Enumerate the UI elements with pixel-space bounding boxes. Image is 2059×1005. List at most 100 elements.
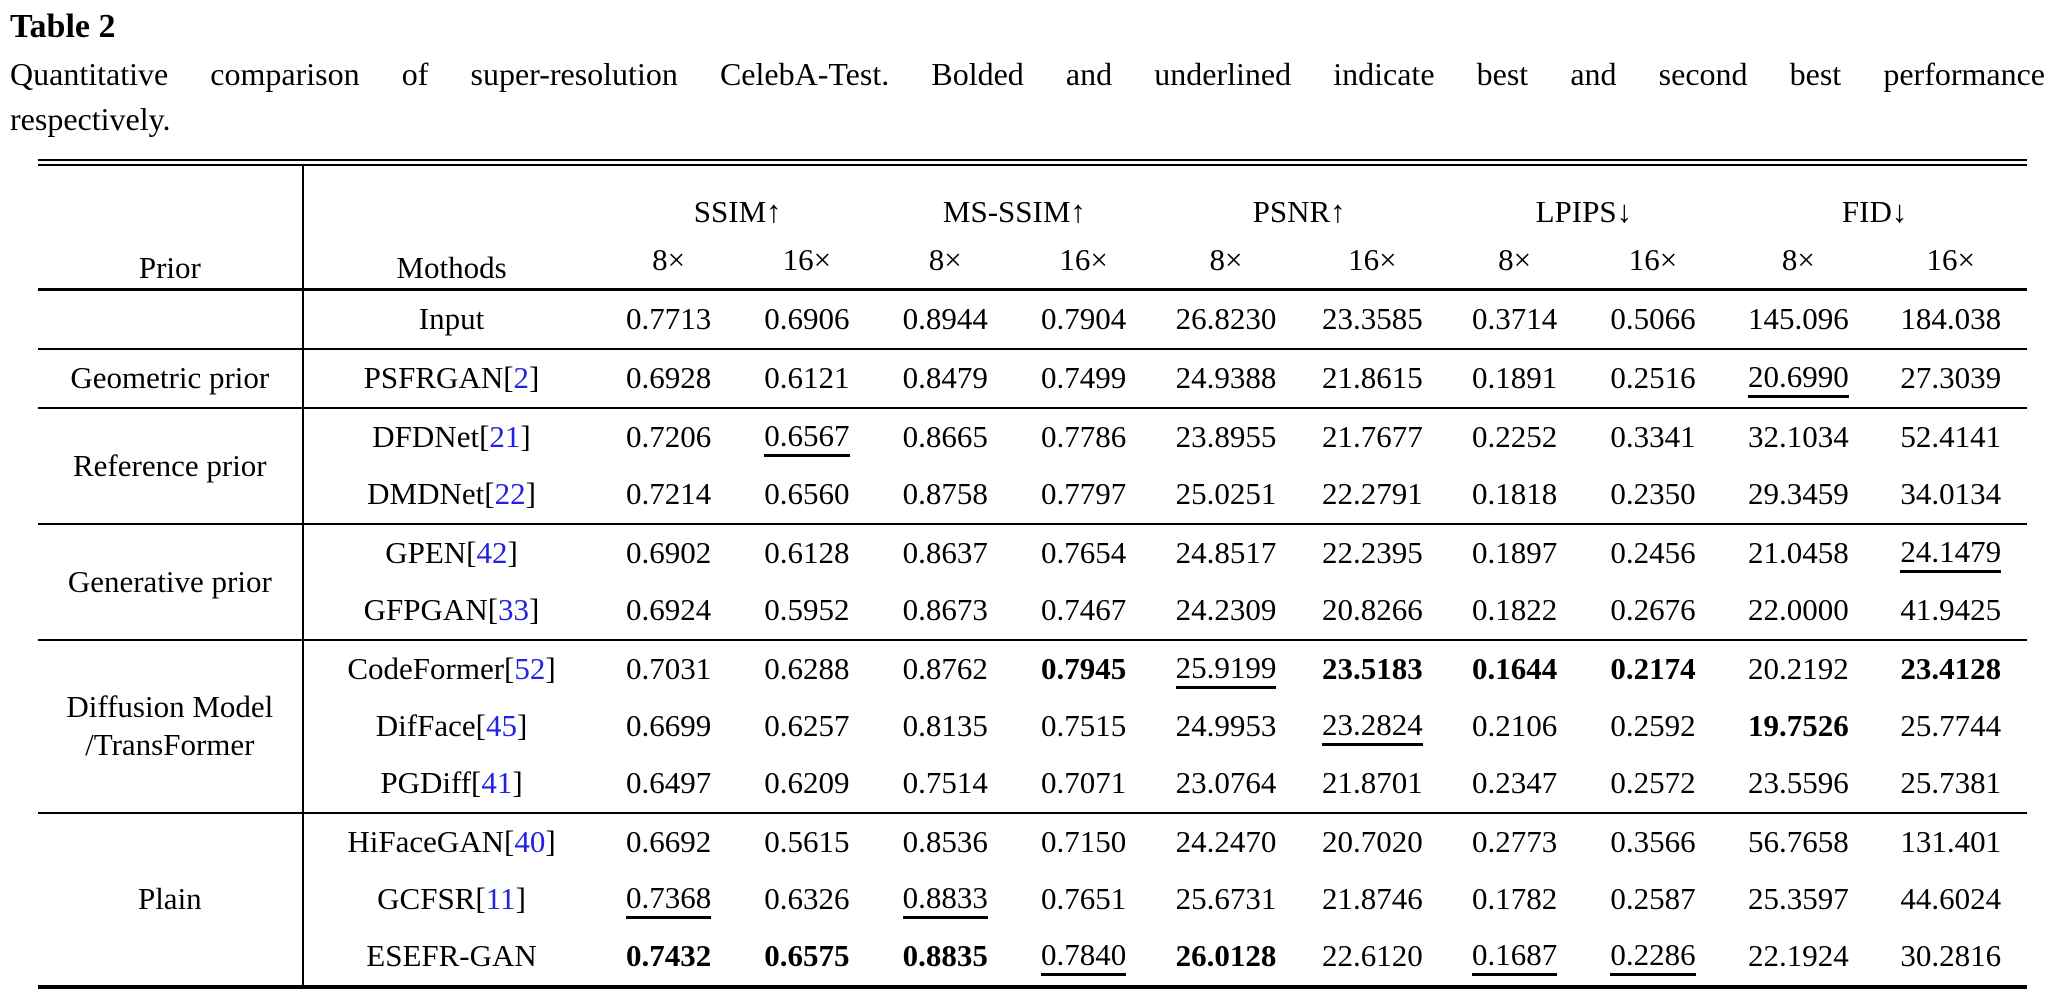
value-cell: 22.2395 bbox=[1299, 522, 1446, 582]
value-cell: 0.6560 bbox=[764, 476, 850, 512]
value-cell: 0.1822 bbox=[1472, 592, 1558, 628]
method-cell: PSFRGAN[2] bbox=[302, 347, 600, 408]
citation-link[interactable]: 40 bbox=[514, 824, 546, 860]
value-cell: 0.2572 bbox=[1610, 765, 1696, 801]
value-cell: 0.8835 bbox=[902, 938, 988, 974]
prior-cell: Diffusion Model /TransFormer bbox=[38, 638, 304, 813]
table-row: Input 0.7713 0.6906 0.8944 0.7904 26.8230 23.3… bbox=[38, 289, 2027, 349]
prior-cell bbox=[38, 289, 304, 349]
value-cell: 0.7651 bbox=[1040, 881, 1127, 917]
value-cell: 25.7744 bbox=[1900, 708, 2002, 744]
value-cell: 0.6326 bbox=[764, 881, 850, 917]
method-cell: DMDNet[22] bbox=[367, 476, 536, 512]
citation-link[interactable]: 2 bbox=[513, 360, 530, 396]
citation-link[interactable]: 22 bbox=[494, 476, 526, 512]
value-cell: 21.8746 bbox=[1321, 881, 1423, 917]
value-cell: 0.8536 bbox=[876, 811, 1015, 871]
method-name: GFPGAN bbox=[363, 592, 488, 628]
value-cell: 0.7840 bbox=[1014, 928, 1152, 985]
value-cell: 0.7206 bbox=[599, 406, 738, 466]
value-cell: 0.1687 bbox=[1446, 928, 1584, 985]
underlined-value: 0.6567 bbox=[764, 419, 850, 458]
table-row: Diffusion Model /TransFormer CodeFormer[5… bbox=[38, 638, 2027, 813]
value-cell: 0.3341 bbox=[1583, 406, 1723, 466]
value-cell: 0.7150 bbox=[1014, 811, 1153, 871]
citation-link[interactable]: 52 bbox=[514, 651, 546, 687]
value-cell: 20.6990 bbox=[1722, 347, 1875, 408]
citation-link[interactable]: 45 bbox=[485, 708, 517, 744]
scale-header: 16× bbox=[1014, 231, 1153, 291]
header-row-scales: 8× 16× 8× 16× 8× 16× 8× 16× 8× 16× bbox=[38, 231, 2027, 291]
value-cell: 25.9199 bbox=[1152, 638, 1300, 698]
table-body: Input 0.7713 0.6906 0.8944 0.7904 26.8230 23.3… bbox=[38, 289, 2027, 985]
scale-header: 16× bbox=[737, 231, 877, 291]
metric-header: PSNR↑ bbox=[1252, 193, 1346, 229]
value-cell: 0.7904 bbox=[1040, 301, 1127, 337]
method-cell: ESEFR-GAN bbox=[303, 928, 600, 985]
method-name: GCFSR bbox=[377, 881, 476, 917]
citation-link[interactable]: 33 bbox=[498, 592, 530, 628]
table-row: Geometric prior PSFRGAN[2] 0.6928 0.6121 0.8… bbox=[38, 347, 2027, 408]
citation-link[interactable]: 11 bbox=[485, 881, 516, 917]
metric-header: LPIPS↓ bbox=[1535, 193, 1633, 229]
method-name: HiFaceGAN bbox=[347, 824, 505, 860]
scale-header: 16× bbox=[1874, 231, 2027, 291]
value-cell: 0.8762 bbox=[876, 638, 1015, 698]
method-cell: GCFSR[11] bbox=[377, 881, 526, 917]
value-cell: 0.7368 bbox=[599, 871, 737, 928]
value-cell: 41.9425 bbox=[1900, 592, 2002, 628]
table-caption: Quantitative comparison of super-resolut… bbox=[10, 52, 2045, 143]
value-cell: 0.6128 bbox=[737, 522, 877, 582]
underlined-value: 23.2824 bbox=[1321, 708, 1423, 747]
value-cell: 0.7786 bbox=[1014, 406, 1153, 466]
value-cell: 0.8758 bbox=[902, 476, 988, 512]
underlined-value: 24.1479 bbox=[1900, 535, 2002, 574]
method-cell: DFDNet[21] bbox=[302, 406, 600, 466]
scale-header: 8× bbox=[1152, 231, 1300, 291]
prior-cell: Reference prior bbox=[38, 406, 304, 524]
value-cell: 0.7499 bbox=[1014, 347, 1153, 408]
citation-link[interactable]: 42 bbox=[476, 535, 508, 571]
value-cell: 0.5952 bbox=[764, 592, 850, 628]
methods-column-header: Mothods bbox=[302, 165, 600, 291]
value-cell: 0.6567 bbox=[737, 406, 877, 466]
value-cell: 23.2824 bbox=[1299, 698, 1445, 755]
value-cell: 0.1644 bbox=[1445, 638, 1584, 698]
method-name: DMDNet bbox=[367, 476, 485, 512]
value-cell: 26.8230 bbox=[1175, 301, 1277, 337]
table-row: Reference prior DFDNet[21] 0.7206 0.6567 0.8… bbox=[38, 406, 2027, 524]
scale-header: 8× bbox=[876, 231, 1015, 291]
method-name: PSFRGAN bbox=[363, 360, 504, 396]
metric-header: FID↓ bbox=[1841, 193, 1908, 229]
value-cell: 24.9388 bbox=[1152, 347, 1300, 408]
value-cell: 23.5596 bbox=[1748, 765, 1849, 801]
value-cell: 0.7214 bbox=[625, 476, 712, 512]
prior-column-header: Prior bbox=[38, 165, 304, 291]
value-cell: 0.2350 bbox=[1610, 476, 1696, 512]
prior-cell: Generative prior bbox=[38, 522, 304, 640]
method-cell: Input bbox=[303, 289, 600, 349]
value-cell: 0.7467 bbox=[1040, 592, 1127, 628]
value-cell: 0.1782 bbox=[1472, 881, 1558, 917]
value-cell: 20.8266 bbox=[1321, 592, 1423, 628]
value-cell: 0.7713 bbox=[625, 301, 712, 337]
value-cell: 0.6692 bbox=[599, 811, 738, 871]
value-cell: 27.3039 bbox=[1874, 347, 2027, 408]
underlined-value: 0.2286 bbox=[1610, 938, 1696, 977]
citation-link[interactable]: 21 bbox=[489, 419, 521, 455]
underlined-value: 0.1687 bbox=[1472, 938, 1558, 977]
value-cell: 0.5066 bbox=[1610, 301, 1696, 337]
value-cell: 0.3714 bbox=[1472, 301, 1558, 337]
value-cell: 23.8955 bbox=[1152, 406, 1300, 466]
header-row-metrics: Prior Mothods SSIM↑ MS-SSIM↑ PSNR↑ LPIPS↓ FI… bbox=[38, 165, 2027, 291]
value-cell: 0.8944 bbox=[902, 301, 988, 337]
table-row: ESEFR-GAN 0.7432 0.6575 0.8835 0.7840 26.0128… bbox=[38, 928, 2027, 985]
table-row: GCFSR[11] 0.7368 0.6326 0.8833 0.7651 25.6731… bbox=[38, 871, 2027, 928]
results-table-wrapper: Prior Mothods SSIM↑ MS-SSIM↑ PSNR↑ LPIPS↓ FI… bbox=[38, 158, 2027, 989]
table-row: PGDiff[41] 0.6497 0.6209 0.7514 0.7071 23.076… bbox=[38, 755, 2027, 813]
citation-link[interactable]: 41 bbox=[481, 765, 513, 801]
value-cell: 0.8135 bbox=[902, 708, 988, 744]
scale-header: 16× bbox=[1299, 231, 1446, 291]
method-name: PGDiff bbox=[380, 765, 472, 801]
value-cell: 0.2456 bbox=[1583, 522, 1723, 582]
